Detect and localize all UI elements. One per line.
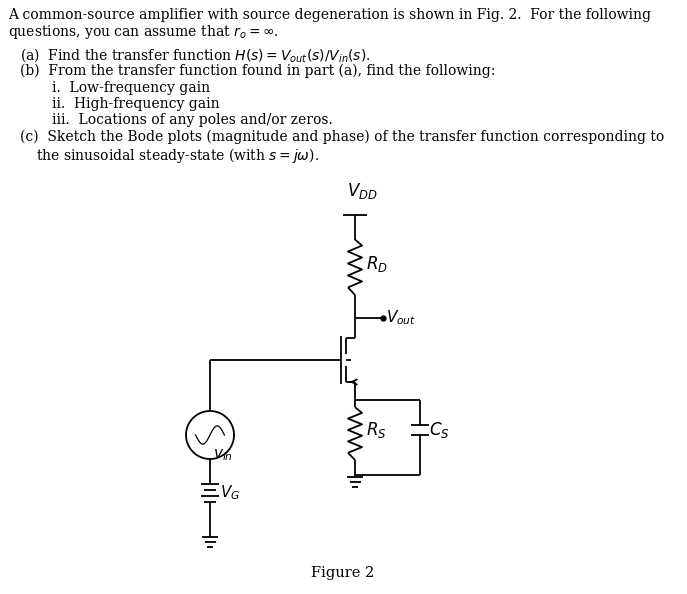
Text: $C_S$: $C_S$: [429, 420, 449, 440]
Text: questions, you can assume that $r_o = \infty$.: questions, you can assume that $r_o = \i…: [8, 23, 279, 41]
Text: A common-source amplifier with source degeneration is shown in Fig. 2.  For the : A common-source amplifier with source de…: [8, 8, 651, 22]
Text: $V_{out}$: $V_{out}$: [386, 309, 416, 327]
Text: (c)  Sketch the Bode plots (magnitude and phase) of the transfer function corres: (c) Sketch the Bode plots (magnitude and…: [20, 130, 664, 144]
Text: iii.  Locations of any poles and/or zeros.: iii. Locations of any poles and/or zeros…: [52, 113, 333, 127]
Text: (a)  Find the transfer function $H(s) = V_{out}(s)/V_{in}(s)$.: (a) Find the transfer function $H(s) = V…: [20, 46, 370, 64]
Text: (b)  From the transfer function found in part (a), find the following:: (b) From the transfer function found in …: [20, 64, 495, 78]
Text: the sinusoidal steady-state (with $s = j\omega$).: the sinusoidal steady-state (with $s = j…: [36, 146, 319, 165]
Text: $R_D$: $R_D$: [366, 254, 388, 273]
Text: $R_S$: $R_S$: [366, 420, 387, 440]
Text: $v_{in}$: $v_{in}$: [213, 447, 233, 463]
Text: i.  Low-frequency gain: i. Low-frequency gain: [52, 81, 210, 95]
Text: Figure 2: Figure 2: [311, 566, 374, 580]
Text: $V_G$: $V_G$: [220, 483, 240, 502]
Text: $V_{DD}$: $V_{DD}$: [347, 181, 378, 201]
Text: ii.  High-frequency gain: ii. High-frequency gain: [52, 97, 220, 111]
